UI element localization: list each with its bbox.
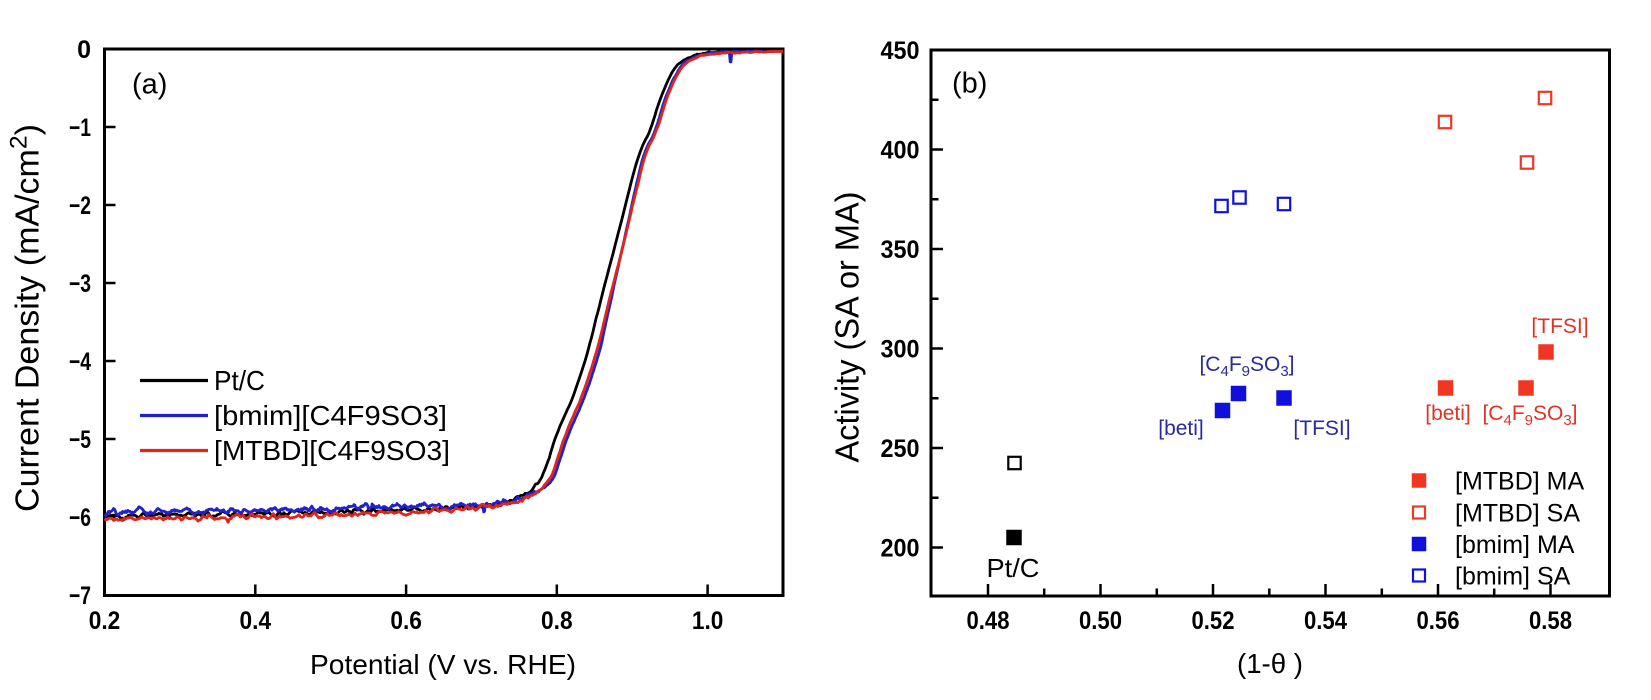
svg-text:450: 450 xyxy=(881,37,920,65)
svg-text:[MTBD] SA: [MTBD] SA xyxy=(1455,500,1580,528)
svg-text:[TFSI]: [TFSI] xyxy=(1293,417,1350,440)
svg-text:(b): (b) xyxy=(952,68,987,100)
svg-text:−4: −4 xyxy=(69,348,91,376)
svg-text:−1: −1 xyxy=(69,114,91,142)
svg-text:0.8: 0.8 xyxy=(541,607,573,635)
svg-text:0: 0 xyxy=(77,36,91,64)
svg-text:Current Density (mA/cm2): Current Density (mA/cm2) xyxy=(6,124,46,512)
svg-text:200: 200 xyxy=(881,535,920,563)
svg-text:250: 250 xyxy=(881,435,920,463)
svg-text:0.58: 0.58 xyxy=(1529,607,1572,635)
svg-text:0.6: 0.6 xyxy=(390,607,422,635)
svg-text:[beti]: [beti] xyxy=(1425,402,1471,425)
svg-text:300: 300 xyxy=(881,336,920,364)
svg-text:Pt/C: Pt/C xyxy=(214,365,265,396)
svg-text:1.0: 1.0 xyxy=(692,607,724,635)
svg-text:[MTBD] MA: [MTBD] MA xyxy=(1455,468,1584,496)
svg-text:350: 350 xyxy=(881,236,920,264)
svg-text:Pt/C: Pt/C xyxy=(987,553,1040,583)
svg-text:[beti]: [beti] xyxy=(1158,417,1204,440)
svg-text:0.4: 0.4 xyxy=(240,607,272,635)
svg-text:(a): (a) xyxy=(132,69,167,101)
svg-text:0.48: 0.48 xyxy=(967,607,1010,635)
svg-text:(1-θ ): (1-θ ) xyxy=(1237,648,1303,679)
svg-text:0.54: 0.54 xyxy=(1304,607,1347,635)
svg-text:−7: −7 xyxy=(69,582,91,610)
svg-text:−5: −5 xyxy=(69,426,91,454)
svg-text:−6: −6 xyxy=(69,504,91,532)
svg-text:[bmim] SA: [bmim] SA xyxy=(1455,563,1571,591)
svg-text:0.2: 0.2 xyxy=(89,607,121,635)
svg-text:0.52: 0.52 xyxy=(1192,607,1235,635)
svg-text:0.56: 0.56 xyxy=(1417,607,1460,635)
svg-text:0.50: 0.50 xyxy=(1079,607,1122,635)
svg-text:[bmim][C4F9SO3]: [bmim][C4F9SO3] xyxy=(214,400,447,431)
svg-text:[TFSI]: [TFSI] xyxy=(1531,315,1588,338)
svg-text:[bmim] MA: [bmim] MA xyxy=(1455,531,1575,559)
svg-text:400: 400 xyxy=(881,137,920,165)
svg-text:Activity (SA or MA): Activity (SA or MA) xyxy=(829,192,866,463)
svg-text:−2: −2 xyxy=(69,192,91,220)
svg-text:Potential (V vs. RHE): Potential (V vs. RHE) xyxy=(310,649,576,680)
svg-text:−3: −3 xyxy=(69,270,91,298)
svg-text:[MTBD][C4F9SO3]: [MTBD][C4F9SO3] xyxy=(214,435,450,466)
